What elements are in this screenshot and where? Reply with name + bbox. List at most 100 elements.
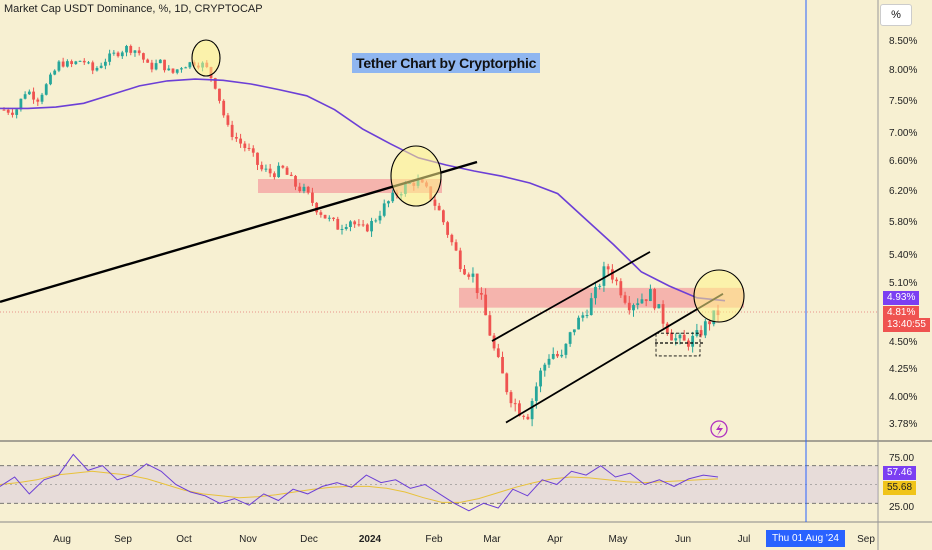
misc-overlays	[710, 0, 807, 522]
moving-average-line	[0, 78, 726, 302]
candle-up	[581, 315, 585, 318]
candle-down	[150, 62, 154, 70]
candle-up	[53, 70, 57, 75]
candle-up	[340, 228, 344, 230]
candle-down	[315, 202, 319, 213]
last-price-tag: 4.81%	[883, 306, 920, 320]
candle-down	[708, 321, 711, 325]
candle-up	[125, 45, 128, 53]
candle-down	[222, 100, 226, 116]
candle-down	[239, 138, 242, 144]
candle-up	[589, 298, 593, 316]
countdown-tag: 13:40:55	[883, 318, 930, 332]
price-tick-label: 8.50%	[889, 36, 918, 47]
candle-down	[682, 334, 686, 341]
candle-down	[256, 152, 259, 165]
candle-up	[49, 74, 52, 85]
candle-up	[649, 289, 652, 302]
candle-down	[610, 269, 614, 280]
candle-up	[636, 303, 640, 306]
candle-up	[103, 61, 107, 66]
candle-down	[492, 335, 496, 349]
candlesticks	[2, 44, 720, 427]
time-tick-label: Nov	[239, 534, 257, 545]
candle-down	[522, 415, 526, 417]
candle-up	[543, 364, 547, 371]
candle-down	[281, 165, 285, 168]
candle-down	[627, 302, 631, 311]
candle-down	[332, 217, 335, 219]
candle-down	[496, 348, 500, 357]
candle-up	[598, 285, 602, 287]
candle-down	[32, 91, 35, 100]
ma-price-tag: 4.93%	[883, 291, 920, 305]
candle-down	[6, 109, 10, 113]
candle-up	[387, 201, 390, 204]
candle-up	[40, 94, 44, 102]
candle-up	[547, 358, 551, 365]
moving-average-path	[0, 78, 726, 302]
candle-down	[441, 210, 445, 223]
candle-down	[260, 164, 264, 170]
candle-up	[564, 343, 568, 355]
candle-up	[19, 98, 23, 110]
candle-up	[568, 332, 572, 344]
candle-down	[480, 293, 483, 295]
rsi-ma-value-tag: 55.68	[883, 481, 917, 495]
time-tick-label: Sep	[114, 534, 132, 545]
candle-up	[99, 65, 103, 68]
candle-up	[471, 273, 475, 277]
candle-up	[391, 192, 395, 202]
price-tick-label: 4.00%	[889, 392, 918, 403]
time-tick-label: Aug	[53, 534, 71, 545]
candle-down	[505, 373, 509, 393]
candle-down	[36, 99, 40, 102]
rsi-tick-label: 25.00	[889, 502, 915, 513]
candle-up	[264, 168, 268, 170]
candle-down	[513, 403, 517, 405]
price-tick-label: 8.00%	[889, 65, 918, 76]
candle-up	[277, 165, 281, 178]
candle-up	[108, 53, 112, 62]
candle-down	[653, 289, 657, 309]
candle-up	[15, 109, 19, 115]
candle-down	[146, 59, 150, 63]
crosshair-date-label: Thu 01 Aug '24	[766, 530, 845, 547]
candle-down	[615, 279, 619, 282]
candle-down	[463, 269, 466, 275]
lightning-bolt-icon	[716, 423, 723, 436]
time-tick-label: Oct	[176, 534, 192, 545]
price-tick-label: 7.50%	[889, 96, 918, 107]
candle-down	[454, 242, 458, 251]
candle-down	[475, 273, 479, 294]
candle-down	[311, 192, 314, 203]
consolidation-box	[655, 332, 701, 357]
candle-up	[349, 221, 352, 228]
candle-down	[353, 221, 357, 225]
candle-down	[556, 353, 559, 357]
candle-up	[57, 61, 61, 71]
rsi-ma-line	[0, 470, 719, 503]
candle-down	[163, 59, 166, 71]
rsi-tick-label: 75.00	[889, 453, 915, 464]
highlight-circle	[191, 39, 221, 77]
rsi-value-tag: 57.46	[883, 466, 917, 480]
highlight-circle	[390, 145, 442, 207]
candle-up	[534, 386, 538, 401]
time-tick-label: Apr	[547, 534, 563, 545]
candle-down	[323, 214, 327, 219]
time-tick-label: Sep	[857, 534, 875, 545]
time-tick-label: Dec	[300, 534, 318, 545]
candle-up	[640, 299, 644, 304]
candle-up	[632, 305, 635, 311]
candle-down	[361, 224, 365, 226]
candle-down	[665, 323, 669, 333]
candle-up	[154, 63, 158, 70]
candle-down	[213, 78, 217, 89]
candle-down	[82, 60, 86, 63]
time-tick-label: Feb	[425, 534, 443, 545]
candle-down	[336, 218, 340, 230]
unit-toggle-button[interactable]: %	[880, 4, 912, 26]
time-tick-label: May	[608, 534, 628, 545]
